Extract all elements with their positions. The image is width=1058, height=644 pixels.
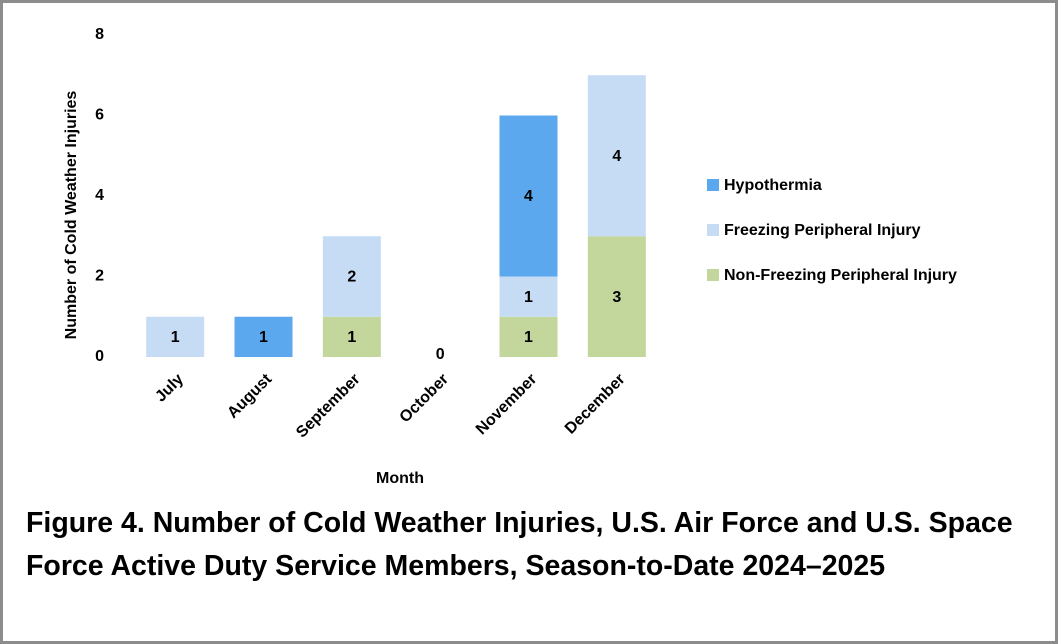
- y-tick-label: 0: [95, 348, 104, 365]
- bar-segment: [499, 276, 558, 317]
- bar-segment: [234, 316, 293, 357]
- data-label: 1: [171, 329, 180, 346]
- data-label: 4: [612, 148, 621, 165]
- legend-swatch: [707, 269, 719, 281]
- data-label: 1: [259, 329, 268, 346]
- y-tick-label: 8: [95, 26, 104, 43]
- y-axis-title: Number of Cold Weather Injuries: [63, 91, 80, 340]
- x-tick-label: November: [473, 371, 540, 438]
- bar-segment: [499, 115, 558, 277]
- x-axis-title: Month: [376, 470, 424, 487]
- legend-label: Non-Freezing Peripheral Injury: [724, 267, 957, 284]
- x-tick-label: August: [224, 370, 275, 421]
- bar-segment: [499, 316, 558, 357]
- data-label: 1: [347, 329, 356, 346]
- data-label: 4: [524, 188, 533, 205]
- bar-segment: [146, 316, 205, 357]
- x-tick-label: October: [397, 371, 452, 426]
- x-tick-label: December: [562, 371, 629, 438]
- data-label: 3: [612, 289, 621, 306]
- chart: Number of Cold Weather Injuries Month 0 2…: [63, 26, 957, 487]
- legend-swatch: [707, 179, 719, 191]
- y-tick-label: 6: [95, 107, 104, 124]
- bar-segment: [322, 236, 381, 317]
- data-label: 1: [524, 289, 533, 306]
- caption: Figure 4. Number of Cold Weather Injurie…: [26, 507, 1013, 582]
- x-tick-label: July: [152, 371, 187, 406]
- data-label: 0: [436, 346, 445, 363]
- data-label: 1: [524, 329, 533, 346]
- bar-segment: [587, 75, 646, 237]
- legend-swatch: [707, 224, 719, 236]
- y-tick-label: 4: [95, 187, 104, 204]
- bar-segment: [587, 236, 646, 357]
- bar-segment: [322, 316, 381, 357]
- x-tick-label: September: [293, 371, 364, 442]
- y-tick-label: 2: [95, 268, 104, 285]
- legend-label: Freezing Peripheral Injury: [724, 222, 921, 239]
- legend-label: Hypothermia: [724, 177, 822, 194]
- data-label: 2: [347, 269, 356, 286]
